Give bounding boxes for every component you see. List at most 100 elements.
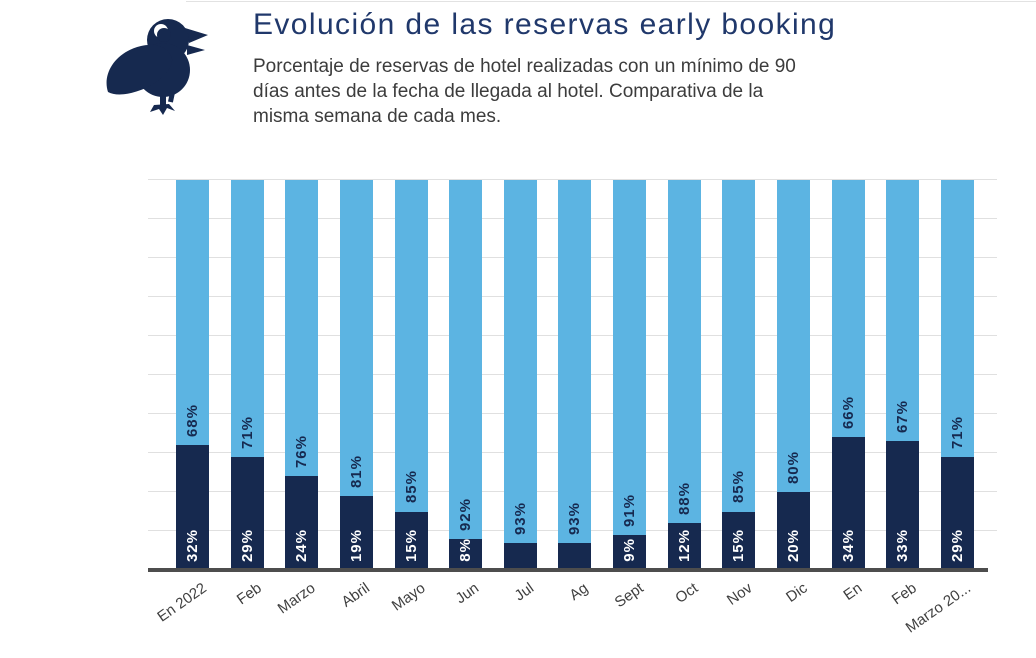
- bar-value-label: 93%: [512, 501, 529, 535]
- x-axis-label: Ag: [566, 579, 592, 604]
- bar-column: 29% 71%: [941, 180, 974, 570]
- bar-segment-light: [668, 180, 701, 524]
- bar-segment-dark: [668, 523, 701, 570]
- bar-value-label: 12%: [676, 528, 693, 562]
- bar-column: 8% 92%: [449, 180, 482, 570]
- bar-value-label: 19%: [348, 528, 365, 562]
- bar-segment-dark: [832, 437, 865, 570]
- bar-value-label: 91%: [621, 493, 638, 527]
- bar-value-label: 34%: [840, 528, 857, 562]
- bar-value-label: 29%: [949, 528, 966, 562]
- x-axis-label: Jul: [511, 579, 538, 605]
- bar-value-label-wrap: 19%: [340, 529, 373, 562]
- bar-column: 24% 76%: [285, 180, 318, 570]
- bar-value-label-wrap: 81%: [340, 455, 373, 488]
- bar-value-label-wrap: 66%: [832, 396, 865, 429]
- chart-subtitle: Porcentaje de reservas de hotel realizad…: [253, 54, 993, 129]
- bar-segment-light: [832, 180, 865, 438]
- bar-value-label-wrap: 71%: [231, 416, 264, 449]
- bar-value-label-wrap: 88%: [668, 482, 701, 515]
- subtitle-line: días antes de la fecha de llegada al hot…: [253, 81, 764, 102]
- bar-value-label-wrap: 92%: [449, 498, 482, 531]
- bar-value-label-wrap: 33%: [886, 529, 919, 562]
- bar-value-label-wrap: 15%: [395, 529, 428, 562]
- x-axis-label: Oct: [672, 579, 702, 607]
- bar-value-label: 15%: [730, 528, 747, 562]
- bar-value-label-wrap: 76%: [285, 435, 318, 468]
- bar-segment-light: [285, 180, 318, 477]
- bar-column: 12% 88%: [668, 180, 701, 570]
- bar-value-label-wrap: 12%: [668, 529, 701, 562]
- bird-icon: [105, 12, 217, 116]
- x-axis-label: Dic: [782, 579, 811, 606]
- bar-value-label: 81%: [348, 454, 365, 488]
- x-axis-label: Feb: [233, 579, 265, 609]
- bar-value-label-wrap: 80%: [777, 451, 810, 484]
- bar-segment-dark: [176, 445, 209, 570]
- gridline: [148, 179, 997, 180]
- bar-segment-dark: [231, 456, 264, 570]
- bar-column: 93%: [504, 180, 537, 570]
- bar-column: 33% 67%: [886, 180, 919, 570]
- bar-value-label: 32%: [184, 528, 201, 562]
- bar-segment-dark: [285, 476, 318, 570]
- bar-column: 93%: [558, 180, 591, 570]
- x-axis-label: Abril: [339, 579, 374, 611]
- x-axis-label: Marzo: [274, 579, 319, 618]
- x-axis-label: Mayo: [388, 579, 429, 615]
- bar-value-label-wrap: 85%: [722, 470, 755, 503]
- subtitle-line: misma semana de cada mes.: [253, 106, 502, 127]
- subtitle-line: Porcentaje de reservas de hotel realizad…: [253, 56, 796, 77]
- bar-segment-dark: [613, 534, 646, 570]
- bar-segment-light: [886, 180, 919, 442]
- x-axis-label: Sept: [611, 579, 647, 612]
- bar-value-label: 33%: [894, 528, 911, 562]
- bar-value-label-wrap: 20%: [777, 529, 810, 562]
- bar-segment-light: [941, 180, 974, 457]
- bar-segment-light: [340, 180, 373, 496]
- bar-value-label-wrap: 68%: [176, 404, 209, 437]
- bar-value-label-wrap: 15%: [722, 529, 755, 562]
- bar-value-label: 15%: [403, 528, 420, 562]
- bar-value-label-wrap: 34%: [832, 529, 865, 562]
- bar-value-label: 80%: [785, 450, 802, 484]
- bar-column: 32% 68%: [176, 180, 209, 570]
- bar-value-label-wrap: 24%: [285, 529, 318, 562]
- bar-column: 34% 66%: [832, 180, 865, 570]
- stacked-bar-chart: 32% 68% En 2022 29% 71% Feb 24% 76% Marzo 19% 81% A…: [148, 179, 997, 636]
- bar-segment-light: [722, 180, 755, 512]
- widget-top-border: [186, 1, 1036, 2]
- bar-segment-light: [231, 180, 264, 457]
- bar-value-label: 85%: [730, 470, 747, 504]
- bar-segment-light: [613, 180, 646, 535]
- bar-column: 15% 85%: [722, 180, 755, 570]
- bar-segment-light: [395, 180, 428, 512]
- bar-value-label: 8%: [457, 538, 474, 562]
- bar-segment-dark: [558, 542, 591, 570]
- bar-value-label: 76%: [293, 435, 310, 469]
- bar-value-label: 20%: [785, 528, 802, 562]
- bar-value-label-wrap: 29%: [231, 529, 264, 562]
- bar-value-label-wrap: 8%: [449, 538, 482, 562]
- bar-value-label-wrap: 71%: [941, 416, 974, 449]
- bar-segment-dark: [340, 495, 373, 570]
- bar-value-label: 29%: [239, 528, 256, 562]
- page-title: Evolución de las reservas early booking: [253, 8, 837, 41]
- bar-value-label: 67%: [894, 400, 911, 434]
- bar-value-label: 68%: [184, 404, 201, 438]
- bar-segment-dark: [722, 511, 755, 570]
- bar-segment-light: [449, 180, 482, 539]
- bar-segment-dark: [395, 511, 428, 570]
- bar-value-label: 92%: [457, 497, 474, 531]
- x-axis-label: En 2022: [153, 579, 210, 626]
- bar-column: 15% 85%: [395, 180, 428, 570]
- bar-value-label-wrap: 93%: [504, 502, 537, 535]
- bar-value-label-wrap: 29%: [941, 529, 974, 562]
- bird-icon-svg: [106, 19, 208, 115]
- bar-segment-dark: [941, 456, 974, 570]
- x-axis-label: En: [840, 579, 866, 604]
- bar-segment-dark: [504, 542, 537, 570]
- bar-segment-light: [504, 180, 537, 543]
- bar-value-label: 71%: [239, 415, 256, 449]
- bar-column: 9% 91%: [613, 180, 646, 570]
